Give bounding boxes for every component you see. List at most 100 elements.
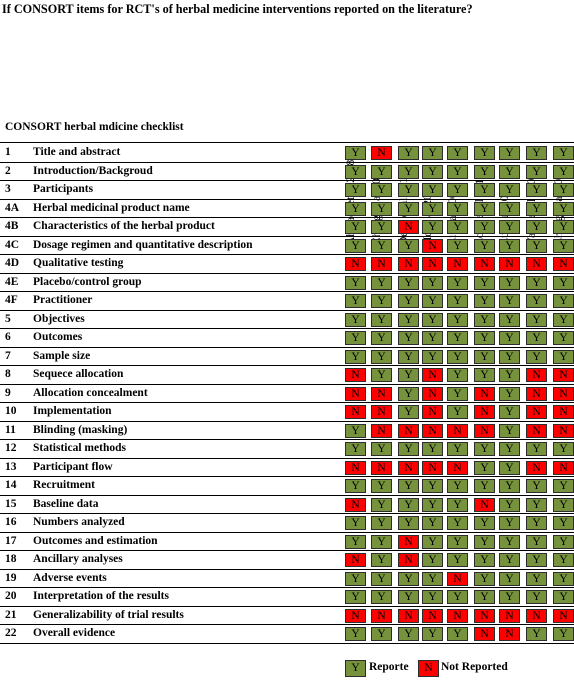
row-number: 11 xyxy=(5,423,16,436)
status-cell: Y xyxy=(447,479,468,493)
row-number: 2 xyxy=(5,164,11,177)
row-divider xyxy=(0,235,574,237)
status-cell: Y xyxy=(371,571,392,586)
row-label: Implementation xyxy=(33,405,112,417)
status-cell: Y xyxy=(345,238,366,253)
row-divider xyxy=(0,272,574,274)
row-divider xyxy=(0,402,574,403)
status-cell: Y xyxy=(371,331,392,345)
row-divider xyxy=(0,383,574,385)
row-label: Title and abstract xyxy=(33,146,121,158)
row-number: 18 xyxy=(5,553,17,565)
status-cell: N xyxy=(447,257,468,271)
status-cell: N xyxy=(553,423,574,438)
row-number: 14 xyxy=(5,479,17,491)
row-number: 3 xyxy=(5,183,11,195)
status-cell: Y xyxy=(474,368,495,382)
header-divider xyxy=(0,142,574,143)
row-number: 4B xyxy=(5,220,19,232)
status-cell: Y xyxy=(345,627,366,641)
row-number: 10 xyxy=(5,405,17,417)
status-cell: N xyxy=(526,257,547,271)
status-cell: N xyxy=(371,608,392,623)
status-cell: Y xyxy=(398,201,419,216)
status-cell: Y xyxy=(526,331,547,345)
status-cell: Y xyxy=(553,479,574,493)
row-number: 20 xyxy=(5,590,17,602)
status-cell: Y xyxy=(345,312,366,327)
status-cell: Y xyxy=(398,516,419,530)
row-divider xyxy=(0,217,574,218)
status-cell: Y xyxy=(345,183,366,197)
status-cell: N xyxy=(474,423,495,438)
status-cell: Y xyxy=(398,368,419,382)
row-label: Introduction/Backgroud xyxy=(33,164,153,177)
status-cell: Y xyxy=(447,590,468,604)
status-cell: Y xyxy=(422,627,443,641)
status-cell: Y xyxy=(447,312,468,327)
status-cell: Y xyxy=(345,164,366,179)
status-cell: N xyxy=(526,405,547,419)
status-cell: Y xyxy=(422,331,443,345)
status-cell: Y xyxy=(553,497,574,512)
status-cell: N xyxy=(422,608,443,623)
status-cell: Y xyxy=(553,220,574,234)
status-cell: Y xyxy=(371,312,392,327)
status-cell: Y xyxy=(447,331,468,345)
status-cell: Y xyxy=(526,442,547,456)
status-cell: Y xyxy=(526,294,547,308)
status-cell: Y xyxy=(474,590,495,604)
status-cell: Y xyxy=(371,368,392,382)
status-cell: N xyxy=(398,257,419,271)
status-cell: Y xyxy=(422,571,443,586)
status-cell: Y xyxy=(398,627,419,641)
status-cell: Y xyxy=(422,534,443,549)
status-cell: Y xyxy=(422,479,443,493)
status-cell: Y xyxy=(398,312,419,327)
status-cell: Y xyxy=(345,571,366,586)
status-cell: Y xyxy=(553,349,574,364)
row-label: Participants xyxy=(33,183,94,195)
status-cell: Y xyxy=(526,201,547,216)
row-label: Participant flow xyxy=(33,460,113,473)
status-cell: N xyxy=(345,405,366,419)
chart-title: If CONSORT items for RCT's of herbal med… xyxy=(2,2,473,16)
status-cell: N xyxy=(526,368,547,382)
status-cell: Y xyxy=(371,220,392,234)
status-cell: N xyxy=(553,405,574,419)
status-cell: N xyxy=(447,460,468,475)
status-cell: N xyxy=(553,460,574,475)
status-cell: Y xyxy=(499,220,520,234)
row-number: 15 xyxy=(5,497,17,510)
row-divider xyxy=(0,420,574,422)
row-label: Adverse events xyxy=(33,571,107,584)
row-label: Overall evidence xyxy=(33,627,116,639)
status-cell: Y xyxy=(474,534,495,549)
status-cell: Y xyxy=(398,405,419,419)
status-cell: N xyxy=(474,257,495,271)
status-cell: N xyxy=(447,423,468,438)
status-cell: Y xyxy=(553,534,574,549)
status-cell: N xyxy=(398,553,419,567)
row-number: 12 xyxy=(5,442,17,454)
status-cell: Y xyxy=(447,146,468,160)
status-cell: Y xyxy=(371,349,392,364)
row-divider xyxy=(0,309,574,311)
status-cell: Y xyxy=(422,442,443,456)
status-cell: Y xyxy=(553,164,574,179)
row-divider xyxy=(0,180,574,181)
row-number: 21 xyxy=(5,608,17,621)
status-cell: Y xyxy=(499,590,520,604)
row-divider xyxy=(0,457,574,459)
status-cell: Y xyxy=(526,146,547,160)
row-number: 5 xyxy=(5,312,11,325)
status-cell: Y xyxy=(371,534,392,549)
status-cell: Y xyxy=(345,220,366,234)
status-cell: N xyxy=(398,460,419,475)
status-cell: Y xyxy=(474,275,495,290)
status-cell: Y xyxy=(526,497,547,512)
row-label: Recruitment xyxy=(33,479,95,491)
row-number: 19 xyxy=(5,571,17,584)
row-label: Herbal medicinal product name xyxy=(33,201,190,214)
status-cell: Y xyxy=(499,423,520,438)
